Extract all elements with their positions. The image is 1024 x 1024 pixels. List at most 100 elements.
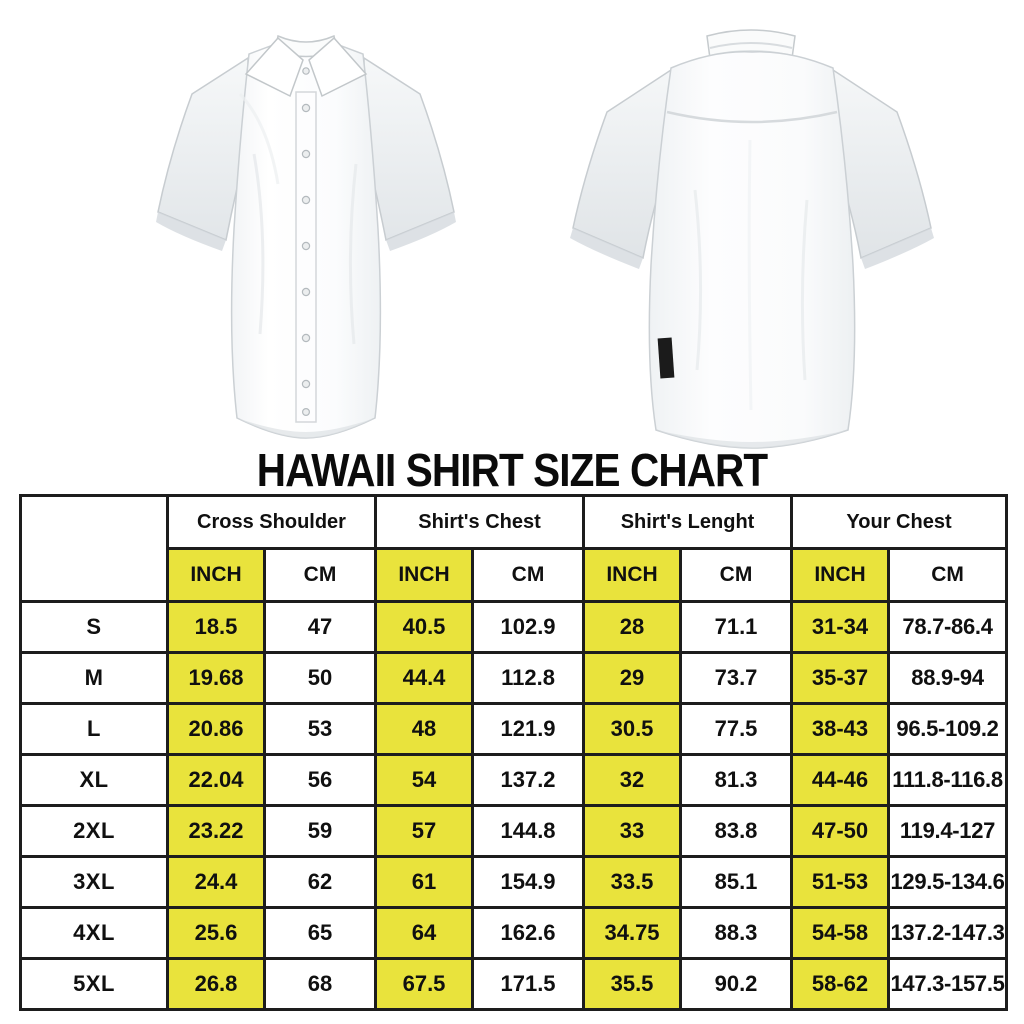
front-collar-left-flap — [244, 36, 304, 98]
data-cell: 71.1 — [679, 600, 794, 654]
table-row-s: S 18.5 47 40.5 102.9 28 71.1 31-34 78.7-… — [19, 600, 1009, 654]
table-row-5xl: 5XL 26.8 68 67.5 171.5 35.5 90.2 58-62 1… — [19, 957, 1009, 1011]
data-cell: 67.5 — [374, 957, 475, 1011]
table-row-2xl: 2XL 23.22 59 57 144.8 33 83.8 47-50 119.… — [19, 804, 1009, 858]
data-cell: 40.5 — [374, 600, 475, 654]
data-cell: 56 — [262, 753, 378, 807]
unit-header-inch: INCH — [582, 547, 683, 603]
data-cell: 24.4 — [166, 855, 266, 909]
front-collar-right-flap — [308, 36, 368, 98]
data-cell: 26.8 — [166, 957, 266, 1011]
front-button-placket — [295, 91, 317, 423]
data-cell: 57 — [374, 804, 475, 858]
group-header-cross-shoulder: Cross Shoulder — [165, 494, 378, 550]
data-cell: 62 — [262, 855, 378, 909]
data-cell: 44.4 — [374, 651, 475, 705]
data-cell: 53 — [262, 702, 378, 756]
data-cell: 33.5 — [582, 855, 683, 909]
data-cell: 18.5 — [166, 600, 266, 654]
size-table: Cross Shoulder Shirt's Chest Shirt's Len… — [19, 494, 1009, 1011]
table-row-xl: XL 22.04 56 54 137.2 32 81.3 44-46 111.8… — [19, 753, 1009, 807]
unit-header-inch: INCH — [374, 547, 475, 603]
data-cell: 77.5 — [679, 702, 794, 756]
unit-header-cm: CM — [471, 547, 586, 603]
data-cell: 81.3 — [679, 753, 794, 807]
table-row-l: L 20.86 53 48 121.9 30.5 77.5 38-43 96.5… — [19, 702, 1009, 756]
unit-header-cm: CM — [679, 547, 794, 603]
corner-cell — [19, 494, 169, 603]
data-cell: 64 — [374, 906, 475, 960]
data-cell: 162.6 — [471, 906, 586, 960]
unit-header-inch: INCH — [790, 547, 891, 603]
data-cell: 171.5 — [471, 957, 586, 1011]
data-cell: 50 — [262, 651, 378, 705]
data-cell: 31-34 — [790, 600, 891, 654]
data-cell: 102.9 — [471, 600, 586, 654]
data-cell: 61 — [374, 855, 475, 909]
group-header-shirts-lenght: Shirt's Lenght — [582, 494, 794, 550]
unit-header-cm: CM — [262, 547, 378, 603]
data-cell: 38-43 — [790, 702, 891, 756]
table-row-3xl: 3XL 24.4 62 61 154.9 33.5 85.1 51-53 129… — [19, 855, 1009, 909]
data-cell: 88.9-94 — [887, 651, 1009, 705]
data-cell: 44-46 — [790, 753, 891, 807]
back-yoke-seam — [666, 110, 838, 124]
data-cell: 129.5-134.6 — [887, 855, 1009, 909]
data-cell: 112.8 — [471, 651, 586, 705]
data-cell: 47 — [262, 600, 378, 654]
data-cell: 83.8 — [679, 804, 794, 858]
unit-header-cm: CM — [887, 547, 1009, 603]
size-cell: M — [19, 651, 169, 705]
size-cell: 2XL — [19, 804, 169, 858]
data-cell: 35.5 — [582, 957, 683, 1011]
data-cell: 119.4-127 — [887, 804, 1009, 858]
data-cell: 22.04 — [166, 753, 266, 807]
data-cell: 47-50 — [790, 804, 891, 858]
data-cell: 121.9 — [471, 702, 586, 756]
data-cell: 154.9 — [471, 855, 586, 909]
unit-header-inch: INCH — [166, 547, 266, 603]
data-cell: 54 — [374, 753, 475, 807]
data-cell: 48 — [374, 702, 475, 756]
size-cell: 5XL — [19, 957, 169, 1011]
data-cell: 25.6 — [166, 906, 266, 960]
data-cell: 20.86 — [166, 702, 266, 756]
data-cell: 19.68 — [166, 651, 266, 705]
shirt-back-image — [570, 29, 934, 449]
data-cell: 147.3-157.5 — [887, 957, 1009, 1011]
data-cell: 54-58 — [790, 906, 891, 960]
table-row-4xl: 4XL 25.6 65 64 162.6 34.75 88.3 54-58 13… — [19, 906, 1009, 960]
data-cell: 137.2-147.3 — [887, 906, 1009, 960]
group-header-shirts-chest: Shirt's Chest — [374, 494, 586, 550]
data-cell: 59 — [262, 804, 378, 858]
care-tag — [657, 337, 675, 379]
data-cell: 144.8 — [471, 804, 586, 858]
data-cell: 111.8-116.8 — [887, 753, 1009, 807]
size-cell: 4XL — [19, 906, 169, 960]
data-cell: 68 — [262, 957, 378, 1011]
data-cell: 88.3 — [679, 906, 794, 960]
data-cell: 32 — [582, 753, 683, 807]
table-row-m: M 19.68 50 44.4 112.8 29 73.7 35-37 88.9… — [19, 651, 1009, 705]
size-cell: S — [19, 600, 169, 654]
data-cell: 29 — [582, 651, 683, 705]
data-cell: 34.75 — [582, 906, 683, 960]
data-cell: 137.2 — [471, 753, 586, 807]
size-cell: 3XL — [19, 855, 169, 909]
page-title: HAWAII SHIRT SIZE CHART — [256, 444, 768, 496]
front-buttons — [301, 67, 311, 417]
group-header-your-chest: Your Chest — [790, 494, 1009, 550]
data-cell: 78.7-86.4 — [887, 600, 1009, 654]
size-cell: L — [19, 702, 169, 756]
data-cell: 23.22 — [166, 804, 266, 858]
data-cell: 30.5 — [582, 702, 683, 756]
data-cell: 28 — [582, 600, 683, 654]
shirt-front-image — [156, 34, 456, 439]
data-cell: 33 — [582, 804, 683, 858]
data-cell: 90.2 — [679, 957, 794, 1011]
data-cell: 58-62 — [790, 957, 891, 1011]
data-cell: 96.5-109.2 — [887, 702, 1009, 756]
size-cell: XL — [19, 753, 169, 807]
data-cell: 51-53 — [790, 855, 891, 909]
